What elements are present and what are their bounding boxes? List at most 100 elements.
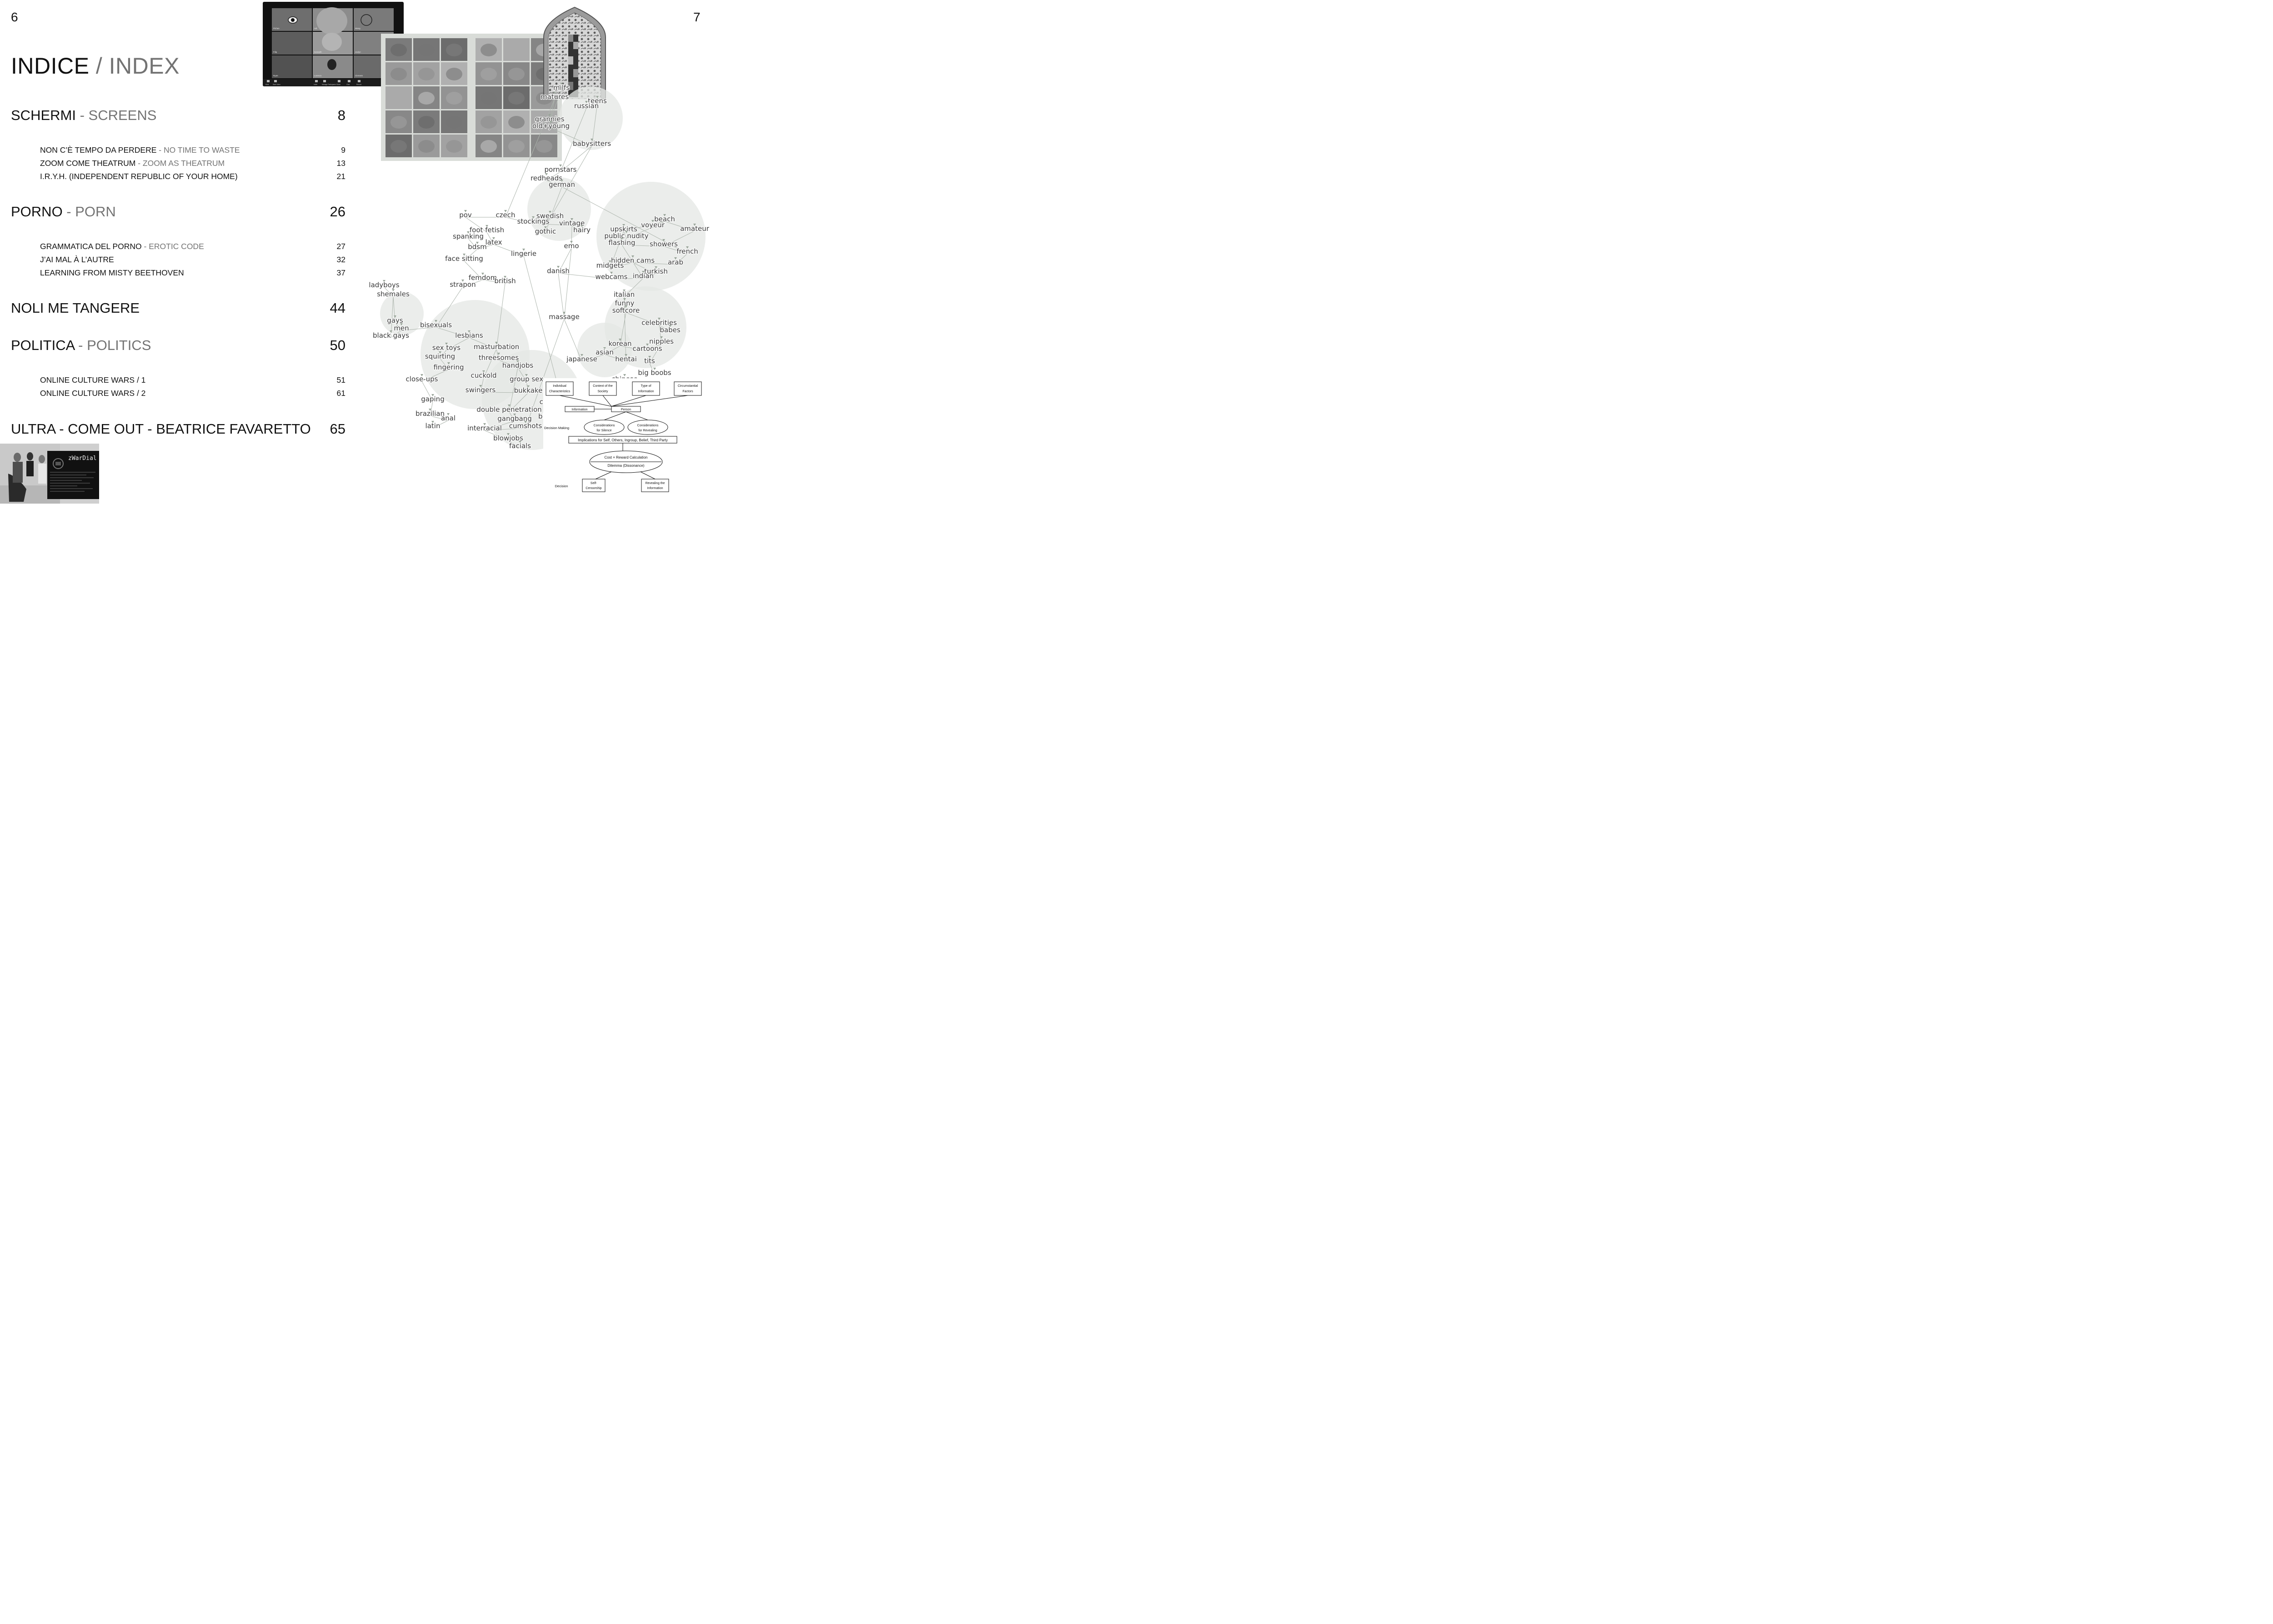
zoom-toolbar-icon[interactable] <box>338 80 340 82</box>
graph-node-label: bdsm <box>468 243 486 251</box>
subsection-entry[interactable]: ZOOM COME THEATRUM - ZOOM AS THEATRUM 13 <box>40 159 345 169</box>
zoom-toolbar-label[interactable]: Manage Participants <box>322 84 336 85</box>
zoom-toolbar-icon[interactable] <box>315 80 318 82</box>
graph-node-marker <box>648 356 651 358</box>
graph-node-label: beach <box>654 215 675 223</box>
zoom-toolbar-icon[interactable] <box>267 80 270 82</box>
zoom-participant-name: Ryan <box>273 75 278 77</box>
subsection-entry[interactable]: GRAMMATICA DEL PORNO - EROTIC CODE 27 <box>40 242 345 252</box>
zoom-toolbar-label[interactable]: Invite <box>314 84 317 85</box>
graph-node-marker <box>571 218 573 220</box>
zoom-toolbar-icon[interactable] <box>274 80 277 82</box>
graph-edge <box>484 430 509 441</box>
factor-label: Individual <box>553 385 566 388</box>
factor-label: Characteristics <box>549 390 571 393</box>
zoom-participant-tile <box>354 8 394 31</box>
graph-edge <box>620 312 626 346</box>
graph-edge <box>604 345 621 355</box>
graph-node-marker <box>686 246 689 249</box>
subsection-title: I.R.Y.H. (INDEPENDENT REPUBLIC OF YOUR H… <box>40 172 238 181</box>
subsection-page-number: 13 <box>336 159 345 168</box>
zoom-toolbar-label[interactable]: Mute <box>265 84 269 85</box>
graph-node-marker <box>400 323 403 325</box>
section-entry[interactable]: PORNO - PORN 26 <box>11 204 345 222</box>
graph-node-label: spanking <box>453 232 484 240</box>
zoom-participant-tile <box>272 55 312 78</box>
graph-edge <box>675 253 688 265</box>
zoom-toolbar-icon[interactable] <box>348 80 350 82</box>
section-entry[interactable]: ULTRA - COME OUT - BEATRICE FAVARETTO 65 <box>11 421 345 439</box>
graph-node-marker <box>544 226 547 229</box>
graph-edge <box>624 305 626 313</box>
graph-edge <box>477 244 494 250</box>
graph-node-marker <box>561 180 563 182</box>
page-number-right: 7 <box>693 10 701 24</box>
zoom-toolbar-icon[interactable] <box>323 80 326 82</box>
graph-node-label: threesomes <box>479 354 519 362</box>
graph-node-label: german <box>549 180 575 189</box>
graph-node-label: gays <box>387 316 403 325</box>
subsection-entry[interactable]: I.R.Y.H. (INDEPENDENT REPUBLIC OF YOUR H… <box>40 172 345 182</box>
section-entry[interactable]: POLITICA - POLITICS 50 <box>11 337 345 355</box>
cluster-bubble <box>527 177 591 241</box>
section-title-separator: - <box>62 204 75 220</box>
graph-node-marker <box>524 421 527 423</box>
graph-node-label: amateur <box>680 225 710 233</box>
zoom-grid: Pichan Adi Wang Filip Kenneth Jaclyn Ryan Loren… <box>263 7 404 86</box>
cover-title: zWarDial <box>68 455 97 462</box>
subsection-page-number: 32 <box>336 255 345 264</box>
flowchart-connector <box>640 471 656 480</box>
zoom-toolbar-label[interactable]: Record <box>356 84 361 85</box>
subsection-entry[interactable]: J’AI MAL À L’AUTRE 32 <box>40 255 345 265</box>
graph-node-label: bisexuals <box>420 321 452 329</box>
subsection-title: J’AI MAL À L’AUTRE <box>40 255 114 265</box>
implications-label: Implications for Self, Others, Ingroup, … <box>578 438 668 442</box>
cover-photo: zWarDial <box>0 444 99 504</box>
graph-edge <box>509 411 515 421</box>
section-entry[interactable]: SCHERMI - SCREENS 8 <box>11 107 345 125</box>
graph-node-label: italian <box>614 290 635 299</box>
graph-edge <box>446 337 470 350</box>
subsection-entry[interactable]: ONLINE CULTURE WARS / 2 61 <box>40 389 345 399</box>
zoom-toolbar-label[interactable]: Start Video <box>273 84 280 85</box>
section-page-number: 50 <box>330 337 345 353</box>
graph-edge <box>469 337 497 350</box>
graph-edge <box>558 248 572 274</box>
graph-node-label: masturbation <box>474 343 520 351</box>
section-title-primary: POLITICA <box>11 337 75 353</box>
graph-node-marker <box>513 414 516 416</box>
zoom-toolbar-label[interactable]: Chat <box>346 84 350 85</box>
subsection-entry[interactable]: NON C’È TEMPO DA PERDERE - NO TIME TO WA… <box>40 145 345 155</box>
graph-edge <box>663 246 688 254</box>
graph-node-label: hidden cams <box>611 256 655 265</box>
graph-edge <box>391 330 402 338</box>
subsection-title-primary: NON C’È TEMPO DA PERDERE <box>40 145 157 155</box>
zoom-toolbar-icon[interactable] <box>358 80 360 82</box>
subsection-entry[interactable]: LEARNING FROM MISTY BEETHOVEN 37 <box>40 268 345 278</box>
graph-edge <box>421 381 433 402</box>
graph-node-marker <box>550 121 552 123</box>
subsection-title-primary: GRAMMATICA DEL PORNO <box>40 242 142 251</box>
zoom-participant-name: Kenneth <box>314 51 322 53</box>
graph-node-marker <box>548 114 551 116</box>
graph-edge <box>561 186 688 254</box>
section-title-primary: NOLI ME TANGERE <box>11 300 140 316</box>
graph-node-label: nipples <box>649 337 674 345</box>
subsection-entry[interactable]: ONLINE CULTURE WARS / 1 51 <box>40 375 345 385</box>
graph-node-label: gothic <box>535 227 556 235</box>
graph-node-label: bukkake <box>514 386 543 395</box>
silence-label: for Silence <box>596 429 611 432</box>
section-entry[interactable]: NOLI ME TANGERE 44 <box>11 300 345 318</box>
graph-node-label: anal <box>441 414 456 422</box>
self-censorship-box <box>582 479 606 492</box>
graph-edge <box>464 260 483 280</box>
decision-making-label: Decision Making <box>544 426 569 430</box>
subsection-title: ZOOM COME THEATRUM - ZOOM AS THEATRUM <box>40 159 225 168</box>
zoom-toolbar-label[interactable]: Share <box>336 84 340 85</box>
graph-edge <box>480 392 529 393</box>
graph-node-marker <box>468 330 471 333</box>
graph-node-marker <box>476 242 479 244</box>
graph-edge <box>493 244 524 256</box>
graph-edge <box>486 232 494 245</box>
section-page-number: 65 <box>330 421 345 437</box>
